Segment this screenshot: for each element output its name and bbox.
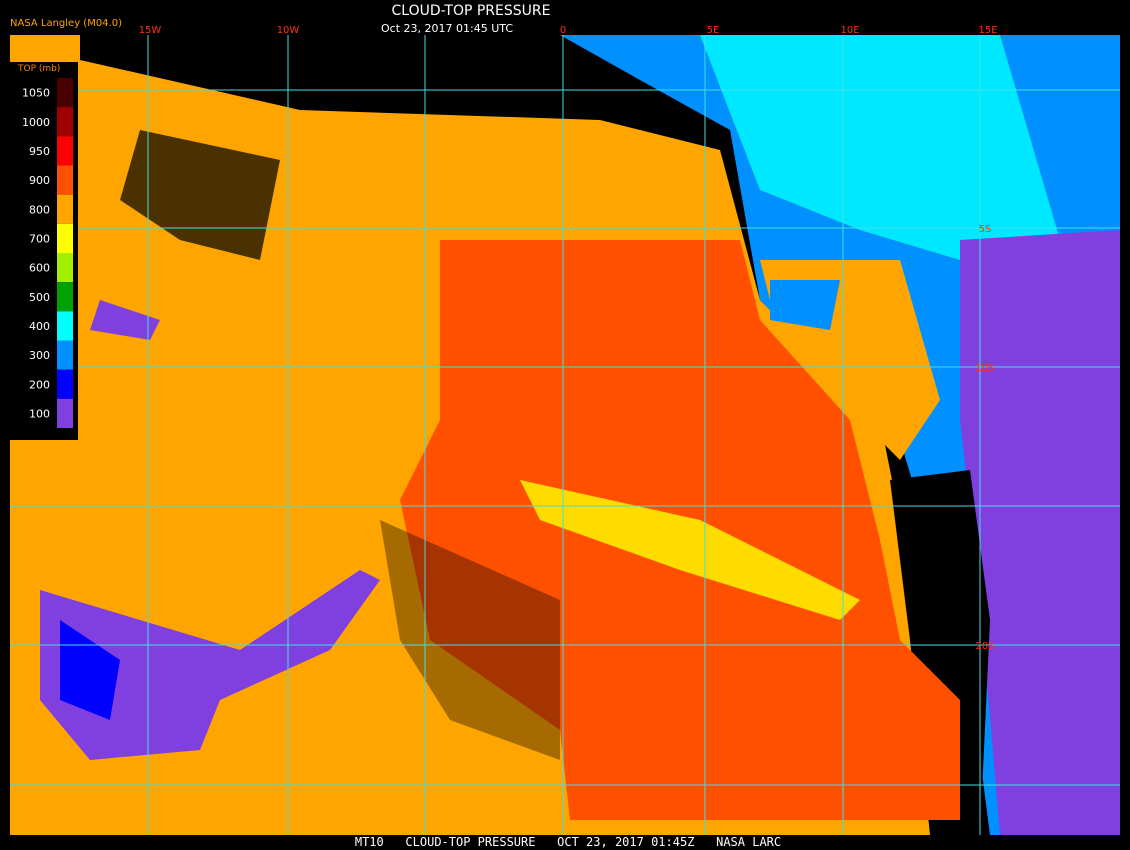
legend-swatch bbox=[57, 165, 73, 195]
legend: 1050 1000 950 900 800 700 600 500 400 300 200 100 bbox=[22, 78, 73, 428]
legend-label: 100 bbox=[29, 407, 50, 420]
title: CLOUD-TOP PRESSURE bbox=[392, 3, 551, 19]
footer-bar bbox=[0, 835, 1130, 850]
legend-label: 400 bbox=[29, 320, 50, 333]
longitude-label: 10W bbox=[277, 25, 300, 36]
legend-label: 200 bbox=[29, 378, 50, 391]
latitude-label: 10S bbox=[975, 363, 994, 374]
legend-label: 300 bbox=[29, 349, 50, 362]
legend-swatch bbox=[57, 398, 73, 428]
longitude-label: 10E bbox=[840, 25, 859, 36]
legend-swatch bbox=[57, 253, 73, 283]
legend-swatch bbox=[57, 340, 73, 370]
longitude-label: 0 bbox=[560, 25, 566, 36]
legend-label: 950 bbox=[29, 145, 50, 158]
header-bar bbox=[0, 0, 1130, 35]
legend-label: 900 bbox=[29, 174, 50, 187]
legend-swatch bbox=[57, 311, 73, 341]
footer: MT10 CLOUD-TOP PRESSURE OCT 23, 2017 01:… bbox=[355, 835, 781, 849]
legend-swatch bbox=[57, 78, 73, 108]
timestamp: Oct 23, 2017 01:45 UTC bbox=[381, 22, 513, 35]
longitude-label: 15W bbox=[139, 25, 162, 36]
legend-label: 600 bbox=[29, 262, 50, 275]
legend-swatch bbox=[57, 194, 73, 224]
geo-labels: 15W 10W 0 5E 10E 15E 5S 10S 20S bbox=[139, 25, 998, 652]
legend-label: 500 bbox=[29, 291, 50, 304]
legend-swatch bbox=[57, 223, 73, 253]
legend-label: 800 bbox=[29, 203, 50, 216]
legend-swatch bbox=[57, 282, 73, 312]
longitude-label: 5E bbox=[707, 25, 720, 36]
legend-title: TOP (mb) bbox=[17, 64, 60, 74]
legend-label: 1000 bbox=[22, 116, 50, 129]
latitude-label: 20S bbox=[975, 641, 994, 652]
graticule bbox=[10, 35, 1120, 835]
legend-label: 700 bbox=[29, 232, 50, 245]
longitude-label: 15E bbox=[978, 25, 997, 36]
legend-swatch bbox=[57, 107, 73, 137]
legend-swatch bbox=[57, 369, 73, 399]
cloud-imagery bbox=[10, 35, 1120, 835]
legend-swatch bbox=[57, 136, 73, 166]
legend-label: 1050 bbox=[22, 87, 50, 100]
credit: NASA Langley (M04.0) bbox=[10, 18, 122, 29]
latitude-label: 5S bbox=[979, 224, 992, 235]
